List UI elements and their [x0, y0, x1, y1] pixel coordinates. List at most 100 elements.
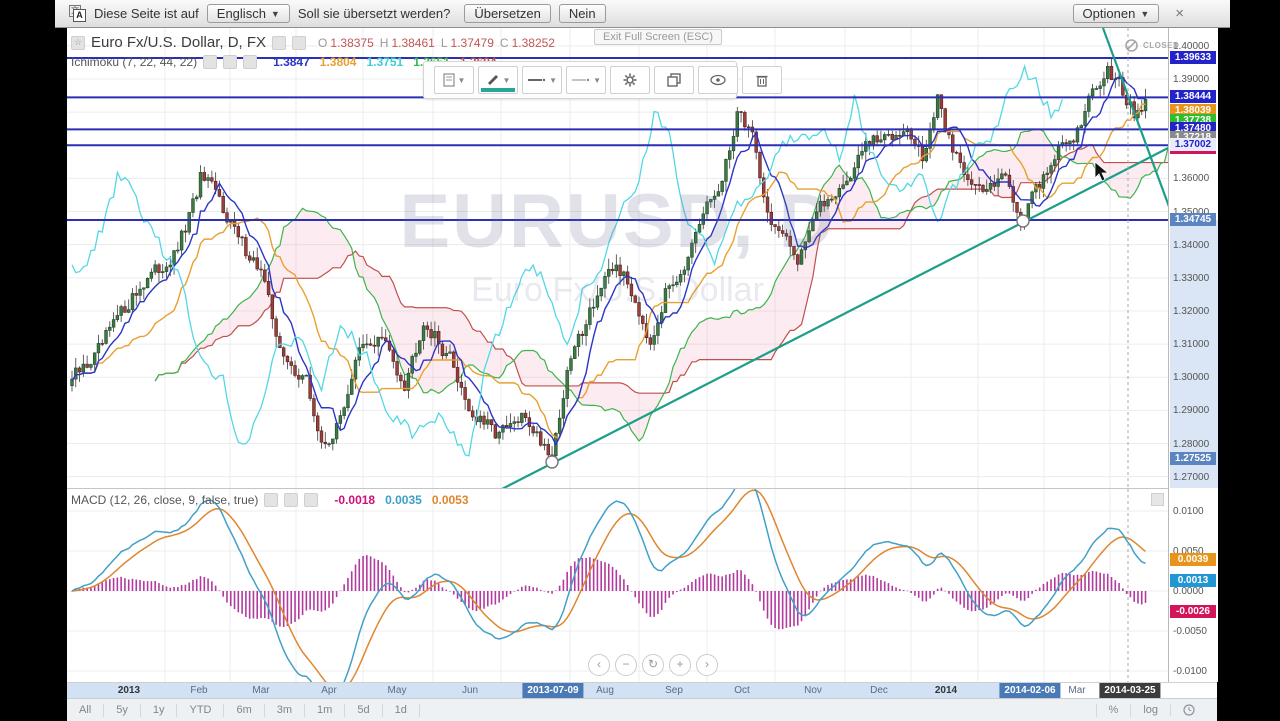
ohlc-key: H [379, 35, 389, 50]
symbol-title: Euro Fx/U.S. Dollar, D, FX [91, 34, 267, 51]
time-tick-label: Mar [252, 685, 270, 696]
ohlc-value: 1.37479 [450, 35, 494, 50]
line-width-icon [572, 78, 590, 82]
price-tick-label: 1.31000 [1173, 339, 1210, 351]
gear-icon[interactable] [284, 493, 299, 507]
chevron-down-icon: ▼ [593, 75, 601, 85]
ichimoku-value: 1.3847 [273, 55, 310, 69]
zoom-out-button[interactable]: − [615, 654, 637, 676]
ohlc-value: 1.38252 [511, 35, 555, 50]
gear-icon[interactable] [223, 55, 238, 69]
close-icon[interactable] [304, 493, 319, 507]
zoom-in-button[interactable]: + [669, 654, 691, 676]
macd-value: -0.0018 [334, 493, 376, 507]
range-button-5d[interactable]: 5d [345, 703, 383, 717]
translate-icon: 文A [69, 5, 86, 22]
price-axis[interactable]: 1.400001.390001.380001.370001.360001.350… [1168, 28, 1218, 682]
price-badge: 1.39633 [1170, 51, 1216, 64]
ohlc-key: C [499, 35, 509, 50]
price-tick-label: 1.32000 [1173, 305, 1210, 317]
macd-value: 0.0053 [431, 493, 469, 507]
translate-button[interactable]: Übersetzen [464, 4, 551, 23]
symbol-menu-icon[interactable] [272, 35, 287, 50]
time-tick-label: Mar [1068, 685, 1086, 696]
ichimoku-cloud [155, 129, 1168, 441]
scroll-left-button[interactable]: ‹ [588, 654, 610, 676]
reset-view-button[interactable]: ↻ [642, 654, 664, 676]
time-tick-label: Jun [461, 685, 479, 696]
main-chart-pane[interactable] [67, 28, 1168, 488]
range-button-all[interactable]: All [67, 703, 105, 717]
ichimoku-header: Ichimoku (7, 22, 44, 22) 1.3847 1.3804 1.3… [71, 55, 497, 69]
scroll-right-button[interactable]: › [696, 654, 718, 676]
date-badge: 2014-02-06 [999, 683, 1061, 698]
star-icon[interactable]: ☆ [71, 35, 85, 50]
senkou-b-line [154, 144, 1168, 394]
session-clock-icon[interactable] [1170, 704, 1207, 716]
date-badge: 2013-07-09 [522, 683, 584, 698]
price-tick-label: 1.36000 [1173, 173, 1210, 185]
date-badge: 2014-03-25 [1099, 683, 1161, 698]
log-scale-button[interactable]: log [1130, 703, 1170, 717]
ohlc-key: O [318, 35, 328, 50]
range-button-3m[interactable]: 3m [265, 703, 306, 717]
pane-collapse-button[interactable] [1151, 493, 1164, 506]
symbol-menu-icon[interactable] [292, 35, 307, 50]
brush-color-button[interactable]: ▼ [478, 66, 518, 94]
ichimoku-value: 1.3751 [366, 55, 404, 69]
translate-text-2: Soll sie übersetzt werden? [297, 6, 451, 21]
range-button-1y[interactable]: 1y [141, 703, 178, 717]
range-button-ytd[interactable]: YTD [177, 703, 225, 717]
time-tick-label: Aug [596, 685, 614, 696]
no-button[interactable]: Nein [558, 4, 606, 23]
language-dropdown[interactable]: Englisch ▼ [206, 4, 290, 23]
macd-tick-label: -0.0050 [1173, 626, 1207, 637]
macd-pane[interactable] [67, 488, 1168, 683]
macd-line [71, 489, 1146, 682]
drawing-toolbar: ▼ ▼ ▼ ▼ [423, 61, 782, 99]
range-button-1m[interactable]: 1m [305, 703, 346, 717]
time-tick-label: May [387, 685, 407, 696]
macd-header: MACD (12, 26, close, 9, false, true) -0.… [71, 493, 469, 507]
price-tick-label: 1.29000 [1173, 405, 1210, 417]
clone-button[interactable] [654, 66, 694, 94]
eye-icon[interactable] [203, 55, 218, 69]
time-tick-label: 2013 [117, 685, 141, 696]
range-button-6m[interactable]: 6m [224, 703, 265, 717]
range-buttons: All 5y 1y YTD 6m 3m 1m 5d 1d [67, 703, 420, 717]
prohibited-icon [1125, 39, 1138, 52]
range-button-1d[interactable]: 1d [383, 703, 420, 717]
hide-button[interactable] [698, 66, 738, 94]
price-badge: 1.27525 [1170, 452, 1216, 466]
time-axis[interactable]: 2013 Feb Mar Apr May Jun Aug Sep Oct Nov Dec 2014 Ma… [67, 682, 1217, 699]
percent-scale-button[interactable]: % [1095, 703, 1131, 717]
line-width-button[interactable]: ▼ [566, 66, 606, 94]
delete-button[interactable] [742, 66, 782, 94]
drawing-handle[interactable] [1016, 214, 1030, 228]
templates-button[interactable]: ▼ [434, 66, 474, 94]
time-tick-label: Dec [870, 685, 888, 696]
axis-selection-tint [1170, 219, 1218, 488]
macd-tick-label: 0.0100 [1173, 506, 1204, 517]
chevron-down-icon: ▼ [549, 75, 557, 85]
indicator-label: MACD (12, 26, close, 9, false, true) [71, 493, 259, 507]
symbol-header: ☆ Euro Fx/U.S. Dollar, D, FX O 1.38375 H 1.… [71, 34, 555, 51]
pencil-icon [487, 75, 498, 85]
eye-icon[interactable] [264, 493, 279, 507]
range-button-5y[interactable]: 5y [104, 703, 141, 717]
price-tick-label: 1.28000 [1173, 438, 1210, 450]
time-tick-label: Sep [665, 685, 683, 696]
line-style-button[interactable]: ▼ [522, 66, 562, 94]
macd-histogram [71, 555, 1147, 630]
settings-button[interactable] [610, 66, 650, 94]
senkou-a-line [154, 128, 1168, 442]
ohlc-key: L [440, 35, 448, 50]
trendline-drawing[interactable] [500, 146, 1168, 488]
close-icon[interactable] [243, 55, 258, 69]
macd-tick-label: 0.0000 [1173, 586, 1204, 597]
close-icon[interactable]: × [1175, 5, 1184, 22]
price-badge: 1.38444 [1170, 90, 1216, 104]
trendline-drawing[interactable] [1101, 28, 1168, 220]
drawing-handle[interactable] [545, 455, 559, 469]
options-dropdown[interactable]: Optionen ▼ [1072, 4, 1160, 23]
